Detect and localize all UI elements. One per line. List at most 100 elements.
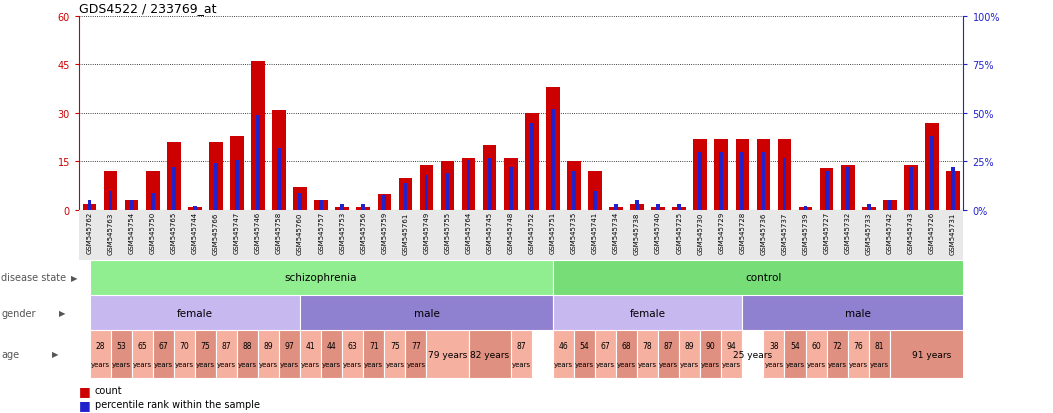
Bar <box>925 123 939 211</box>
Text: GSM545761: GSM545761 <box>402 211 409 254</box>
Text: years: years <box>91 362 110 368</box>
Text: years: years <box>154 362 173 368</box>
Bar <box>524 114 538 211</box>
Text: GSM545740: GSM545740 <box>655 211 661 254</box>
Text: 46: 46 <box>558 341 569 350</box>
Text: ▶: ▶ <box>59 309 65 317</box>
Text: GSM545728: GSM545728 <box>739 211 746 254</box>
Bar <box>174 330 195 378</box>
Bar <box>145 172 160 211</box>
Text: years: years <box>659 362 678 368</box>
Bar <box>237 330 258 378</box>
Bar <box>90 330 111 378</box>
Bar <box>693 140 708 211</box>
Bar <box>951 168 955 211</box>
Bar <box>763 330 784 378</box>
Text: years: years <box>112 362 131 368</box>
Bar <box>777 140 791 211</box>
Text: years: years <box>575 362 594 368</box>
Bar <box>398 178 413 211</box>
Bar <box>319 201 323 211</box>
Bar <box>504 159 518 211</box>
Text: 90: 90 <box>706 341 716 350</box>
Text: female: female <box>177 308 213 318</box>
Bar <box>756 140 771 211</box>
Text: years: years <box>406 362 425 368</box>
Text: 70: 70 <box>179 341 190 350</box>
Text: GSM545760: GSM545760 <box>297 211 303 254</box>
Text: GSM545758: GSM545758 <box>276 211 282 254</box>
Text: count: count <box>95 385 122 395</box>
Bar <box>108 191 113 211</box>
Text: 60: 60 <box>811 341 821 350</box>
Bar <box>482 146 497 211</box>
Bar <box>419 165 434 211</box>
Text: years: years <box>807 362 826 368</box>
Bar <box>882 201 896 211</box>
Text: ▶: ▶ <box>71 273 77 282</box>
Bar <box>208 143 223 211</box>
Bar <box>609 207 622 211</box>
Bar <box>356 207 371 211</box>
Text: years: years <box>870 362 889 368</box>
Text: years: years <box>554 362 573 368</box>
Bar <box>377 195 392 211</box>
Bar <box>251 62 264 211</box>
Text: years: years <box>343 362 362 368</box>
Bar <box>342 330 363 378</box>
Bar <box>469 330 511 378</box>
Text: 82 years: 82 years <box>470 350 510 358</box>
Bar <box>568 162 581 211</box>
Text: GSM545766: GSM545766 <box>213 211 219 254</box>
Text: years: years <box>596 362 615 368</box>
Text: GSM545744: GSM545744 <box>192 211 198 254</box>
Bar <box>300 295 553 330</box>
Text: 25 years: 25 years <box>733 350 773 358</box>
Bar <box>87 201 92 211</box>
Text: 41: 41 <box>305 341 316 350</box>
Bar <box>595 330 616 378</box>
Bar <box>614 205 618 211</box>
Bar <box>300 330 321 378</box>
Bar <box>553 330 574 378</box>
Text: 53: 53 <box>116 341 126 350</box>
Bar <box>293 188 307 211</box>
Text: years: years <box>512 362 531 368</box>
Bar <box>782 158 787 211</box>
Bar <box>677 205 681 211</box>
Bar <box>553 295 742 330</box>
Bar <box>511 330 532 378</box>
Bar <box>426 330 469 378</box>
Bar <box>803 207 808 211</box>
Text: 28: 28 <box>95 341 105 350</box>
Bar <box>124 201 138 211</box>
Text: 54: 54 <box>579 341 590 350</box>
Bar <box>298 193 302 211</box>
Text: years: years <box>828 362 847 368</box>
Text: 78: 78 <box>642 341 653 350</box>
Text: control: control <box>746 273 781 283</box>
Bar <box>658 330 679 378</box>
Text: GSM545745: GSM545745 <box>486 211 493 254</box>
Text: 76: 76 <box>853 341 863 350</box>
Text: 63: 63 <box>347 341 358 350</box>
Bar <box>90 260 553 295</box>
Text: male: male <box>846 308 871 318</box>
Text: years: years <box>701 362 720 368</box>
Bar <box>740 152 744 211</box>
Bar <box>153 330 174 378</box>
Bar <box>103 172 118 211</box>
Bar <box>572 172 576 211</box>
Bar <box>82 204 97 211</box>
Bar <box>195 330 216 378</box>
Text: GSM545735: GSM545735 <box>571 211 577 254</box>
Bar <box>488 158 492 211</box>
Bar <box>742 330 763 378</box>
Text: years: years <box>175 362 194 368</box>
Bar <box>888 201 892 211</box>
Text: 87: 87 <box>516 341 526 350</box>
Text: GSM545764: GSM545764 <box>465 211 472 254</box>
Bar <box>530 123 534 211</box>
Text: years: years <box>385 362 404 368</box>
Text: GSM545755: GSM545755 <box>444 211 451 254</box>
